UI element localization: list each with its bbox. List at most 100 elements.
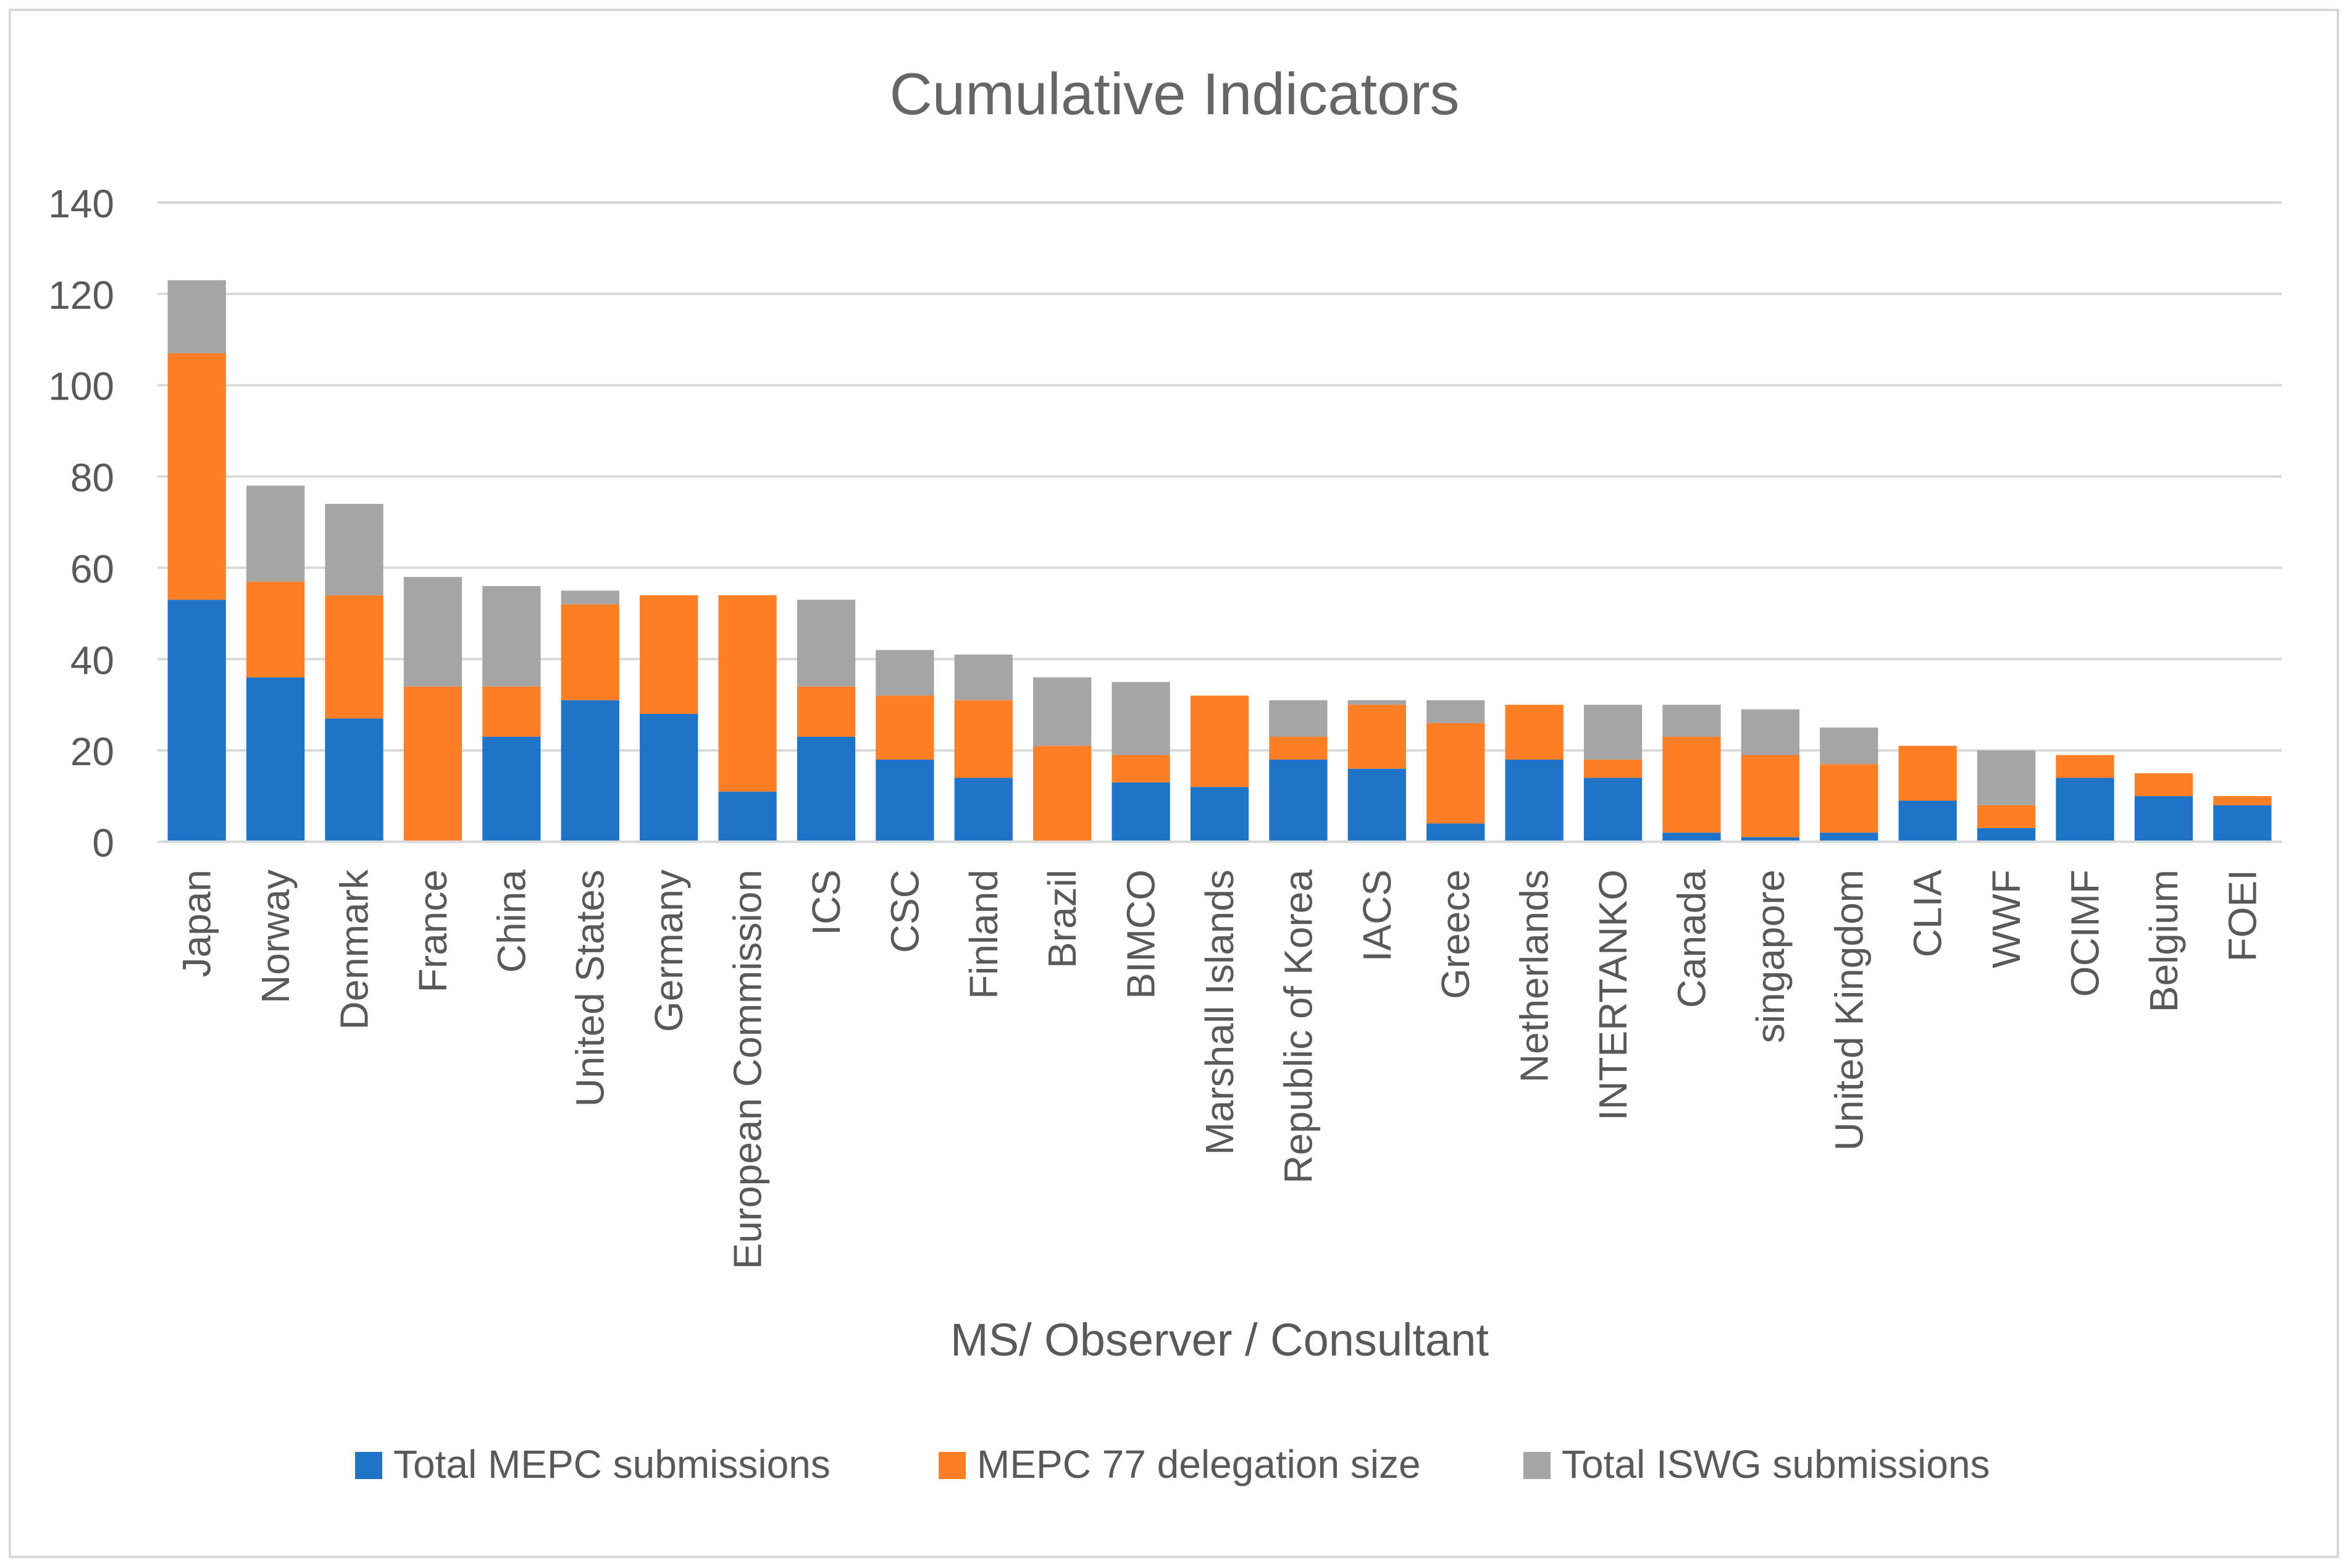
bar-2-united-states <box>561 604 619 700</box>
y-tick-label: 20 <box>70 729 114 774</box>
bar-2-denmark <box>325 595 383 719</box>
bar-1-ocimf <box>2056 778 2114 842</box>
bar-3-bimco <box>1112 682 1170 755</box>
x-tick-label: Finland <box>961 870 1006 999</box>
bar-3-canada <box>1662 705 1721 737</box>
bar-2-intertanko <box>1583 759 1643 778</box>
bar-1-united-kingdom <box>1820 832 1878 842</box>
x-tick-label: Norway <box>253 870 298 1004</box>
bar-2-iacs <box>1347 705 1406 769</box>
bar-1-greece <box>1426 823 1485 842</box>
y-tick-label: 40 <box>70 638 114 682</box>
y-tick-label: 100 <box>48 364 114 409</box>
bar-1-netherlands <box>1505 759 1564 842</box>
bar-3-greece <box>1426 700 1485 723</box>
y-tick-label: 0 <box>92 821 114 865</box>
bar-1-norway <box>246 677 305 842</box>
bar-2-germany <box>640 595 698 714</box>
bar-2-european-commission <box>718 595 777 792</box>
bar-2-foei <box>2213 796 2272 805</box>
gridlines <box>157 201 2282 752</box>
bar-1-finland <box>954 778 1013 842</box>
y-tick-label: 140 <box>48 182 114 226</box>
bar-2-norway <box>246 581 305 677</box>
x-tick-label: Germany <box>647 870 691 1032</box>
bar-1-clia <box>1898 800 1957 842</box>
bar-3-singapore <box>1741 709 1799 755</box>
bar-3-norway <box>246 485 305 582</box>
x-tick-label: Belgium <box>2142 870 2186 1012</box>
x-tick-label: Canada <box>1669 870 1714 1008</box>
bar-2-china <box>482 686 541 737</box>
bar-3-united-states <box>561 590 619 605</box>
legend: Total MEPC submissions MEPC 77 delegation… <box>355 1442 1990 1486</box>
bar-3-china <box>482 586 541 687</box>
bar-1-wwf <box>1977 828 2036 842</box>
bar-3-iacs <box>1347 700 1406 705</box>
bar-3-france <box>403 577 463 687</box>
x-tick-label: France <box>411 870 455 992</box>
legend-label: Total ISWG submissions <box>1562 1442 1990 1486</box>
x-tick-label: IACS <box>1355 870 1399 962</box>
y-tick-label: 120 <box>48 273 114 317</box>
bar-1-bimco <box>1112 782 1170 842</box>
bar-3-finland <box>954 654 1013 700</box>
bar-1-csc <box>876 759 934 842</box>
x-tick-label: INTERTANKO <box>1591 870 1635 1121</box>
y-tick-label: 80 <box>70 456 114 500</box>
bar-2-clia <box>1898 745 1957 801</box>
bar-2-finland <box>954 700 1013 778</box>
bar-2-netherlands <box>1505 705 1564 760</box>
bar-3-japan <box>167 280 226 353</box>
bar-1-belgium <box>2134 796 2193 842</box>
x-tick-label: CSC <box>882 870 927 953</box>
bar-2-japan <box>167 353 226 600</box>
bar-2-republic-of-korea <box>1269 736 1328 760</box>
x-tick-label: WWF <box>1984 870 2029 968</box>
x-tick-label: Brazil <box>1040 870 1084 968</box>
bar-2-ocimf <box>2056 755 2114 778</box>
x-tick-label: Greece <box>1433 870 1478 999</box>
bar-1-japan <box>167 600 226 842</box>
legend-label: Total MEPC submissions <box>393 1442 831 1486</box>
bar-1-canada <box>1662 832 1721 842</box>
bar-2-france <box>403 686 463 842</box>
bar-2-singapore <box>1741 755 1799 837</box>
bar-2-wwf <box>1977 805 2036 828</box>
bar-2-csc <box>876 695 934 760</box>
bar-1-republic-of-korea <box>1269 759 1328 842</box>
bar-3-csc <box>876 650 934 696</box>
bar-2-bimco <box>1112 755 1170 782</box>
x-tick-label: United States <box>568 870 613 1107</box>
x-tick-label: ICS <box>804 870 848 936</box>
x-tick-label: United Kingdom <box>1827 870 1871 1151</box>
x-tick-label: CLIA <box>1906 870 1950 958</box>
legend-label: MEPC 77 delegation size <box>977 1442 1421 1486</box>
bar-2-canada <box>1662 736 1721 833</box>
bar-2-brazil <box>1033 745 1092 842</box>
x-axis-title: MS/ Observer / Consultant <box>950 1314 1489 1365</box>
bar-2-belgium <box>2134 773 2193 797</box>
bar-2-greece <box>1426 723 1485 824</box>
x-tick-label: singapore <box>1748 870 1793 1043</box>
x-tick-label: OCIMF <box>2062 870 2107 997</box>
bar-1-foei <box>2213 805 2272 842</box>
bar-1-united-states <box>561 700 619 842</box>
bar-3-united-kingdom <box>1820 727 1878 765</box>
legend-swatch <box>355 1452 382 1479</box>
bar-3-ics <box>797 600 856 687</box>
bar-3-intertanko <box>1583 705 1643 760</box>
x-tick-label: Denmark <box>332 869 377 1030</box>
x-tick-label: Japan <box>175 870 219 977</box>
bar-3-wwf <box>1977 750 2036 805</box>
bar-1-denmark <box>325 718 383 842</box>
x-tick-label: BIMCO <box>1119 870 1163 999</box>
bar-1-singapore <box>1741 837 1799 842</box>
bar-2-united-kingdom <box>1820 764 1878 833</box>
bar-1-european-commission <box>718 791 777 842</box>
bar-3-denmark <box>325 503 383 595</box>
bar-1-intertanko <box>1583 778 1643 842</box>
x-tick-label: China <box>489 870 534 973</box>
y-tick-label: 60 <box>70 547 114 591</box>
